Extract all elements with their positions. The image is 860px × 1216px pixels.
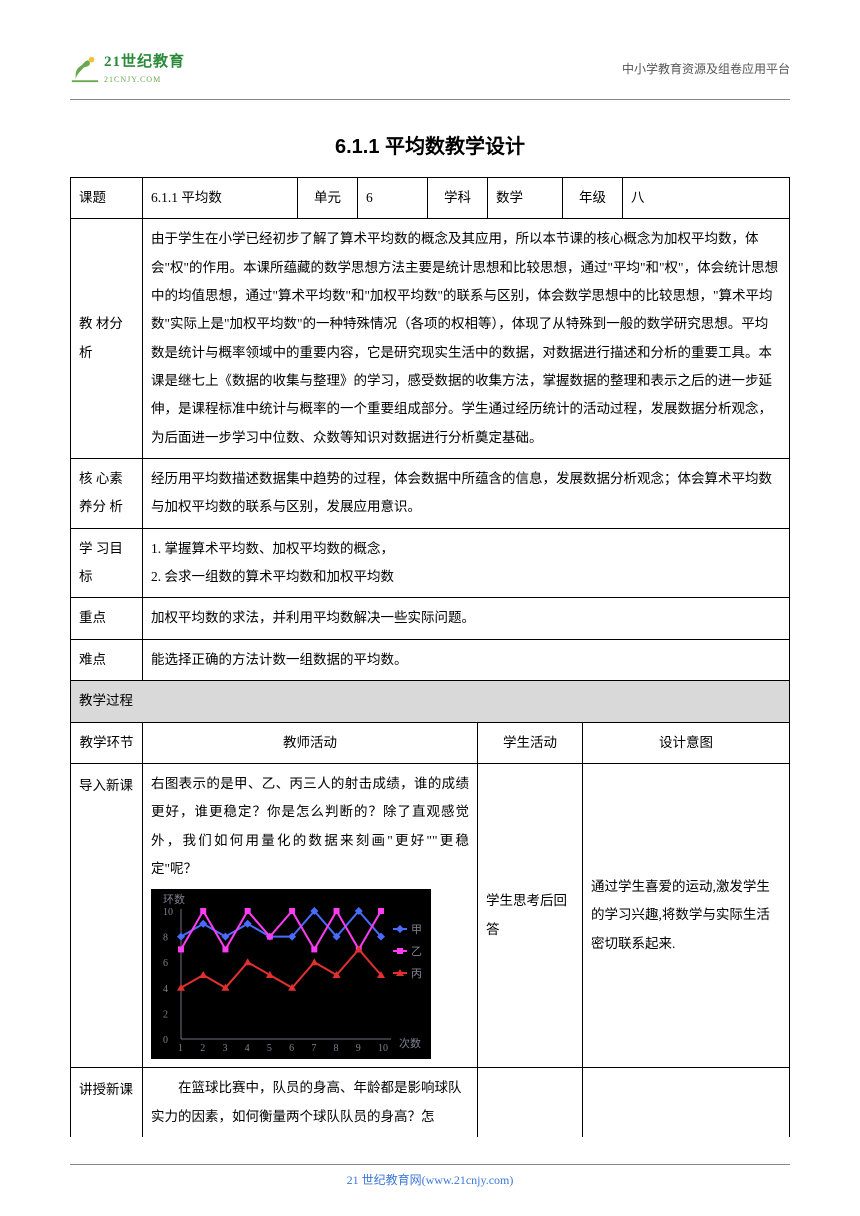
label-analysis: 教 材分 析	[71, 219, 143, 459]
label-goal: 学 习目 标	[71, 528, 143, 598]
logo: 21世纪教育 21CNJY.COM	[70, 50, 185, 87]
lecture-row: 讲授新课 在篮球比赛中，队员的身高、年龄都是影响球队实力的因素，如何衡量两个球队…	[71, 1068, 790, 1137]
svg-text:10: 10	[163, 907, 173, 918]
difficulty-text: 能选择正确的方法计数一组数据的平均数。	[143, 639, 790, 680]
intro-teacher-cell: 右图表示的是甲、乙、丙三人的射击成绩，谁的成绩更好，谁更稳定？你是怎么判断的？除…	[143, 763, 478, 1067]
intro-intent: 通过学生喜爱的运动,激发学生的学习兴趣,将数学与实际生活密切联系起来.	[583, 763, 790, 1067]
process-header-row: 教学过程	[71, 681, 790, 722]
intro-label: 导入新课	[71, 763, 143, 1067]
process-col-header: 教学环节 教师活动 学生活动 设计意图	[71, 723, 790, 764]
logo-text: 21世纪教育 21CNJY.COM	[104, 50, 185, 87]
process-header: 教学过程	[71, 681, 790, 722]
svg-text:6: 6	[289, 1043, 294, 1054]
value-grade: 八	[623, 178, 790, 219]
focus-row: 重点 加权平均数的求法，并利用平均数解决一些实际问题。	[71, 598, 790, 639]
svg-text:3: 3	[222, 1043, 227, 1054]
lecture-teacher: 在篮球比赛中，队员的身高、年龄都是影响球队实力的因素，如何衡量两个球队队员的身高…	[143, 1068, 478, 1137]
svg-text:2: 2	[200, 1043, 205, 1054]
col-student: 学生活动	[478, 723, 583, 764]
goal-text-1: 1. 掌握算术平均数、加权平均数的概念，	[151, 535, 781, 563]
label-focus: 重点	[71, 598, 143, 639]
svg-text:丙: 丙	[411, 968, 422, 980]
svg-text:8: 8	[163, 933, 168, 944]
svg-text:乙: 乙	[411, 945, 422, 958]
difficulty-row: 难点 能选择正确的方法计数一组数据的平均数。	[71, 639, 790, 680]
goal-text: 1. 掌握算术平均数、加权平均数的概念， 2. 会求一组数的算术平均数和加权平均…	[143, 528, 790, 598]
value-topic: 6.1.1 平均数	[143, 178, 298, 219]
label-unit: 单元	[298, 178, 358, 219]
label-grade: 年级	[563, 178, 623, 219]
core-text: 经历用平均数描述数据集中趋势的过程，体会数据中所蕴含的信息，发展数据分析观念；体…	[143, 459, 790, 529]
svg-text:10: 10	[378, 1043, 388, 1054]
label-core: 核 心素 养分 析	[71, 459, 143, 529]
process-table: 教学环节 教师活动 学生活动 设计意图 导入新课 右图表示的是甲、乙、丙三人的射…	[70, 723, 790, 1137]
x-axis-label: 次数	[399, 1036, 421, 1050]
svg-text:7: 7	[311, 1043, 316, 1054]
svg-text:4: 4	[163, 984, 168, 995]
lecture-intent	[583, 1068, 790, 1137]
lecture-student	[478, 1068, 583, 1137]
value-unit: 6	[358, 178, 428, 219]
svg-text:6: 6	[163, 958, 168, 969]
col-stage: 教学环节	[71, 723, 143, 764]
intro-teacher-text: 右图表示的是甲、乙、丙三人的射击成绩，谁的成绩更好，谁更稳定？你是怎么判断的？除…	[151, 770, 469, 883]
header-right-text: 中小学教育资源及组卷应用平台	[622, 60, 790, 77]
logo-main: 21世纪教育	[104, 54, 185, 70]
value-subject: 数学	[488, 178, 563, 219]
analysis-row: 教 材分 析 由于学生在小学已经初步了解了算术平均数的概念及其应用，所以本节课的…	[71, 219, 790, 459]
svg-text:甲: 甲	[411, 924, 422, 936]
col-teacher: 教师活动	[143, 723, 478, 764]
goal-row: 学 习目 标 1. 掌握算术平均数、加权平均数的概念， 2. 会求一组数的算术平…	[71, 528, 790, 598]
svg-text:1: 1	[178, 1043, 183, 1054]
col-intent: 设计意图	[583, 723, 790, 764]
label-difficulty: 难点	[71, 639, 143, 680]
intro-student: 学生思考后回答	[478, 763, 583, 1067]
intro-row: 导入新课 右图表示的是甲、乙、丙三人的射击成绩，谁的成绩更好，谁更稳定？你是怎么…	[71, 763, 790, 1067]
svg-text:4: 4	[245, 1043, 250, 1054]
y-axis-label: 环数	[163, 893, 185, 906]
info-row: 课题 6.1.1 平均数 单元 6 学科 数学 年级 八	[71, 178, 790, 219]
svg-text:8: 8	[334, 1043, 339, 1054]
footer-brand: 21 世纪教育网	[347, 1173, 422, 1187]
footer-url: (www.21cnjy.com)	[422, 1173, 514, 1187]
svg-text:2: 2	[163, 1010, 168, 1021]
lecture-label: 讲授新课	[71, 1068, 143, 1137]
page-footer: 21 世纪教育网(www.21cnjy.com)	[0, 1164, 860, 1188]
label-subject: 学科	[428, 178, 488, 219]
label-topic: 课题	[71, 178, 143, 219]
logo-sub: 21CNJY.COM	[104, 75, 161, 84]
analysis-text: 由于学生在小学已经初步了解了算术平均数的概念及其应用，所以本节课的核心概念为加权…	[143, 219, 790, 459]
shooting-chart: 环数 次数 0246810 12345678910 甲乙丙	[151, 889, 431, 1059]
page-header: 21世纪教育 21CNJY.COM 中小学教育资源及组卷应用平台	[70, 50, 790, 87]
runner-icon	[70, 54, 100, 84]
lesson-table: 课题 6.1.1 平均数 单元 6 学科 数学 年级 八 教 材分 析 由于学生…	[70, 177, 790, 723]
goal-text-2: 2. 会求一组数的算术平均数和加权平均数	[151, 563, 781, 591]
svg-text:0: 0	[163, 1035, 168, 1046]
svg-text:5: 5	[267, 1043, 272, 1054]
divider	[70, 99, 790, 100]
focus-text: 加权平均数的求法，并利用平均数解决一些实际问题。	[143, 598, 790, 639]
page-title: 6.1.1 平均数教学设计	[70, 130, 790, 159]
core-row: 核 心素 养分 析 经历用平均数描述数据集中趋势的过程，体会数据中所蕴含的信息，…	[71, 459, 790, 529]
svg-text:9: 9	[356, 1043, 361, 1054]
